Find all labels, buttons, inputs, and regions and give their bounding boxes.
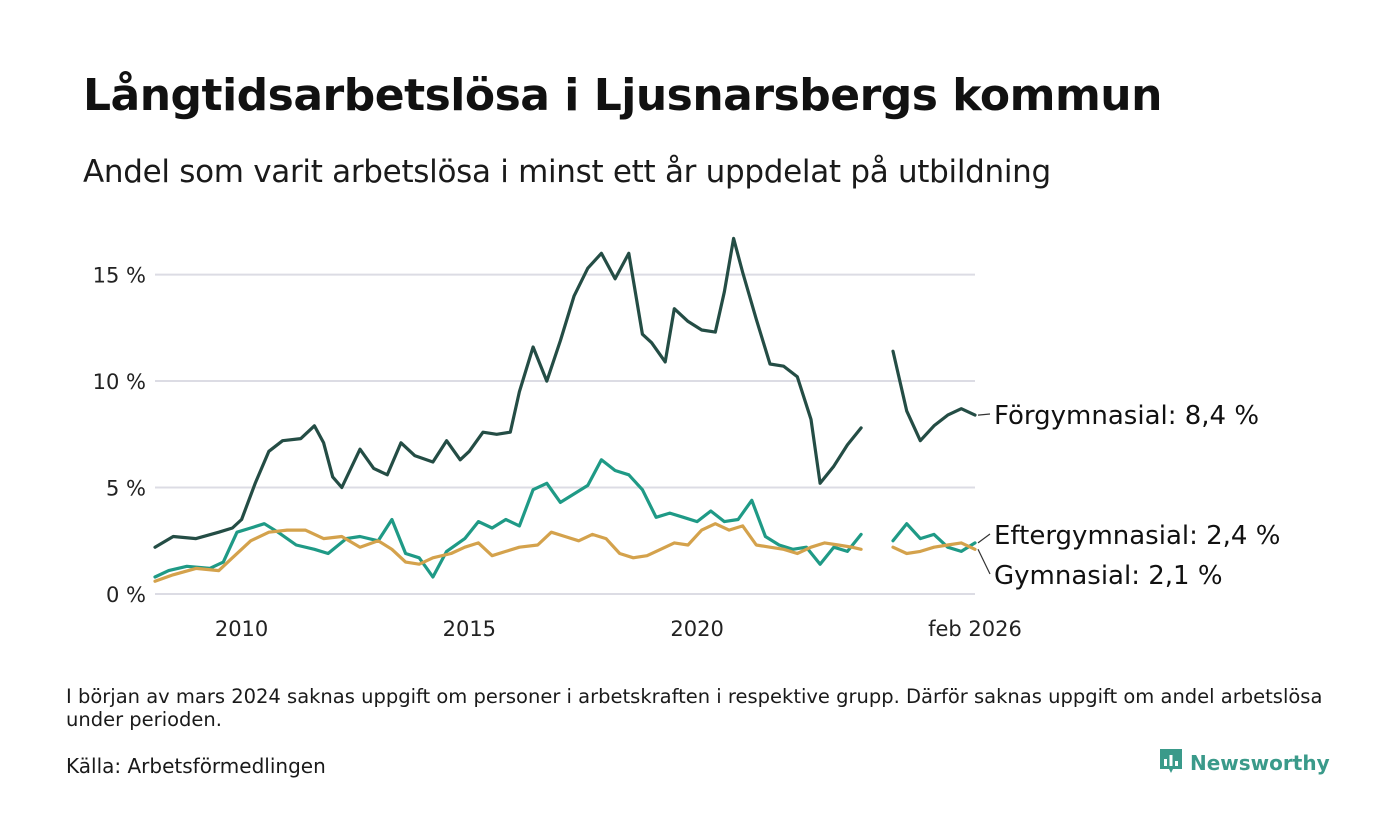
series-line-eftergymnasial — [153, 458, 863, 579]
end-label-gymnasial: Gymnasial: 2,1 % — [994, 561, 1223, 591]
chart-title: Långtidsarbetslösa i Ljusnarsbergs kommu… — [83, 70, 1162, 121]
end-label-eftergymnasial: Eftergymnasial: 2,4 % — [994, 521, 1280, 551]
x-tick-label: 2015 — [443, 617, 496, 641]
series-line-förgymnasial — [891, 349, 977, 443]
brand-logo[interactable]: Newsworthy — [1158, 747, 1330, 779]
end-label-leader — [977, 413, 991, 416]
y-tick-label: 10 % — [93, 370, 146, 394]
y-tick-label: 5 % — [106, 477, 146, 501]
chart-subtitle: Andel som varit arbetslösa i minst ett å… — [83, 154, 1051, 190]
series-line-förgymnasial — [153, 236, 863, 549]
y-tick-label: 0 % — [106, 583, 146, 607]
newsworthy-logo-icon — [1160, 749, 1182, 773]
x-tick-label: 2020 — [670, 617, 723, 641]
y-tick-label: 15 % — [93, 264, 146, 288]
brand-name: Newsworthy — [1190, 751, 1330, 775]
series-line-gymnasial — [153, 522, 863, 583]
series-line-eftergymnasial — [891, 522, 977, 553]
end-label-leader — [977, 549, 991, 575]
x-tick-label: feb 2026 — [928, 617, 1022, 641]
chart-source: Källa: Arbetsförmedlingen — [66, 754, 326, 778]
series-line-gymnasial — [891, 541, 977, 556]
end-label-förgymnasial: Förgymnasial: 8,4 % — [994, 401, 1259, 431]
chart-note: I början av mars 2024 saknas uppgift om … — [66, 685, 1323, 731]
x-tick-label: 2010 — [215, 617, 268, 641]
line-chart: 0 % 5 % 10 % 15 % 2010 2015 2020 feb 2026 Förgym… — [93, 236, 1280, 641]
end-label-leader — [977, 533, 991, 544]
